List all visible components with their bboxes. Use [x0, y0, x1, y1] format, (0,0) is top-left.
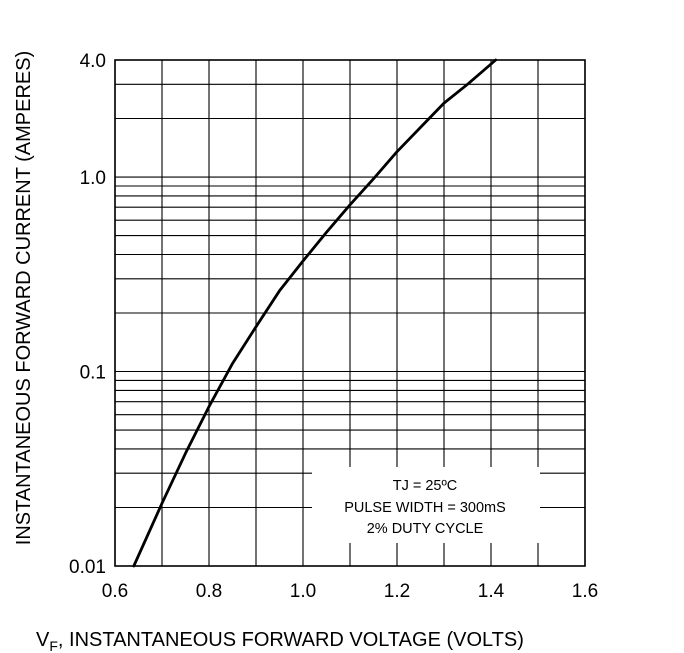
- y-tick-label: 1.0: [80, 168, 106, 189]
- x-axis-title-subscript: F: [49, 638, 58, 653]
- x-tick-label: 1.6: [572, 581, 598, 602]
- x-axis-title-text: , INSTANTANEOUS FORWARD VOLTAGE (VOLTS): [58, 629, 524, 651]
- conditions-note: TJ = 25ºC PULSE WIDTH = 300mS 2% DUTY CY…: [312, 467, 540, 543]
- y-tick-labels: 0.01 0.1 1.0 4.0: [69, 51, 106, 578]
- x-axis-title: VF, INSTANTANEOUS FORWARD VOLTAGE (VOLTS…: [36, 629, 524, 653]
- note-line-pulse-width: PULSE WIDTH = 300mS: [344, 500, 506, 516]
- note-line-junction-temp: TJ = 25ºC: [393, 478, 458, 494]
- curve-layer: [132, 58, 498, 568]
- conditions-note-background: [312, 467, 540, 543]
- y-tick-label: 0.01: [69, 557, 106, 578]
- y-tick-label: 0.1: [80, 363, 106, 384]
- x-tick-label: 0.8: [196, 581, 222, 602]
- forward-current-curve: [132, 58, 498, 568]
- x-tick-labels: 0.6 0.8 1.0 1.2 1.4 1.6: [102, 581, 598, 602]
- plot-border: [114, 59, 586, 567]
- y-axis-title: INSTANTANEOUS FORWARD CURRENT (AMPERES): [13, 51, 35, 545]
- x-tick-label: 1.0: [290, 581, 316, 602]
- x-axis-title-symbol: V: [36, 629, 50, 651]
- x-tick-label: 1.4: [478, 581, 505, 602]
- x-tick-label: 1.2: [384, 581, 410, 602]
- plot-frame: [114, 59, 586, 567]
- note-line-duty-cycle: 2% DUTY CYCLE: [367, 521, 484, 537]
- x-tick-label: 0.6: [102, 581, 128, 602]
- y-tick-label: 4.0: [80, 51, 106, 72]
